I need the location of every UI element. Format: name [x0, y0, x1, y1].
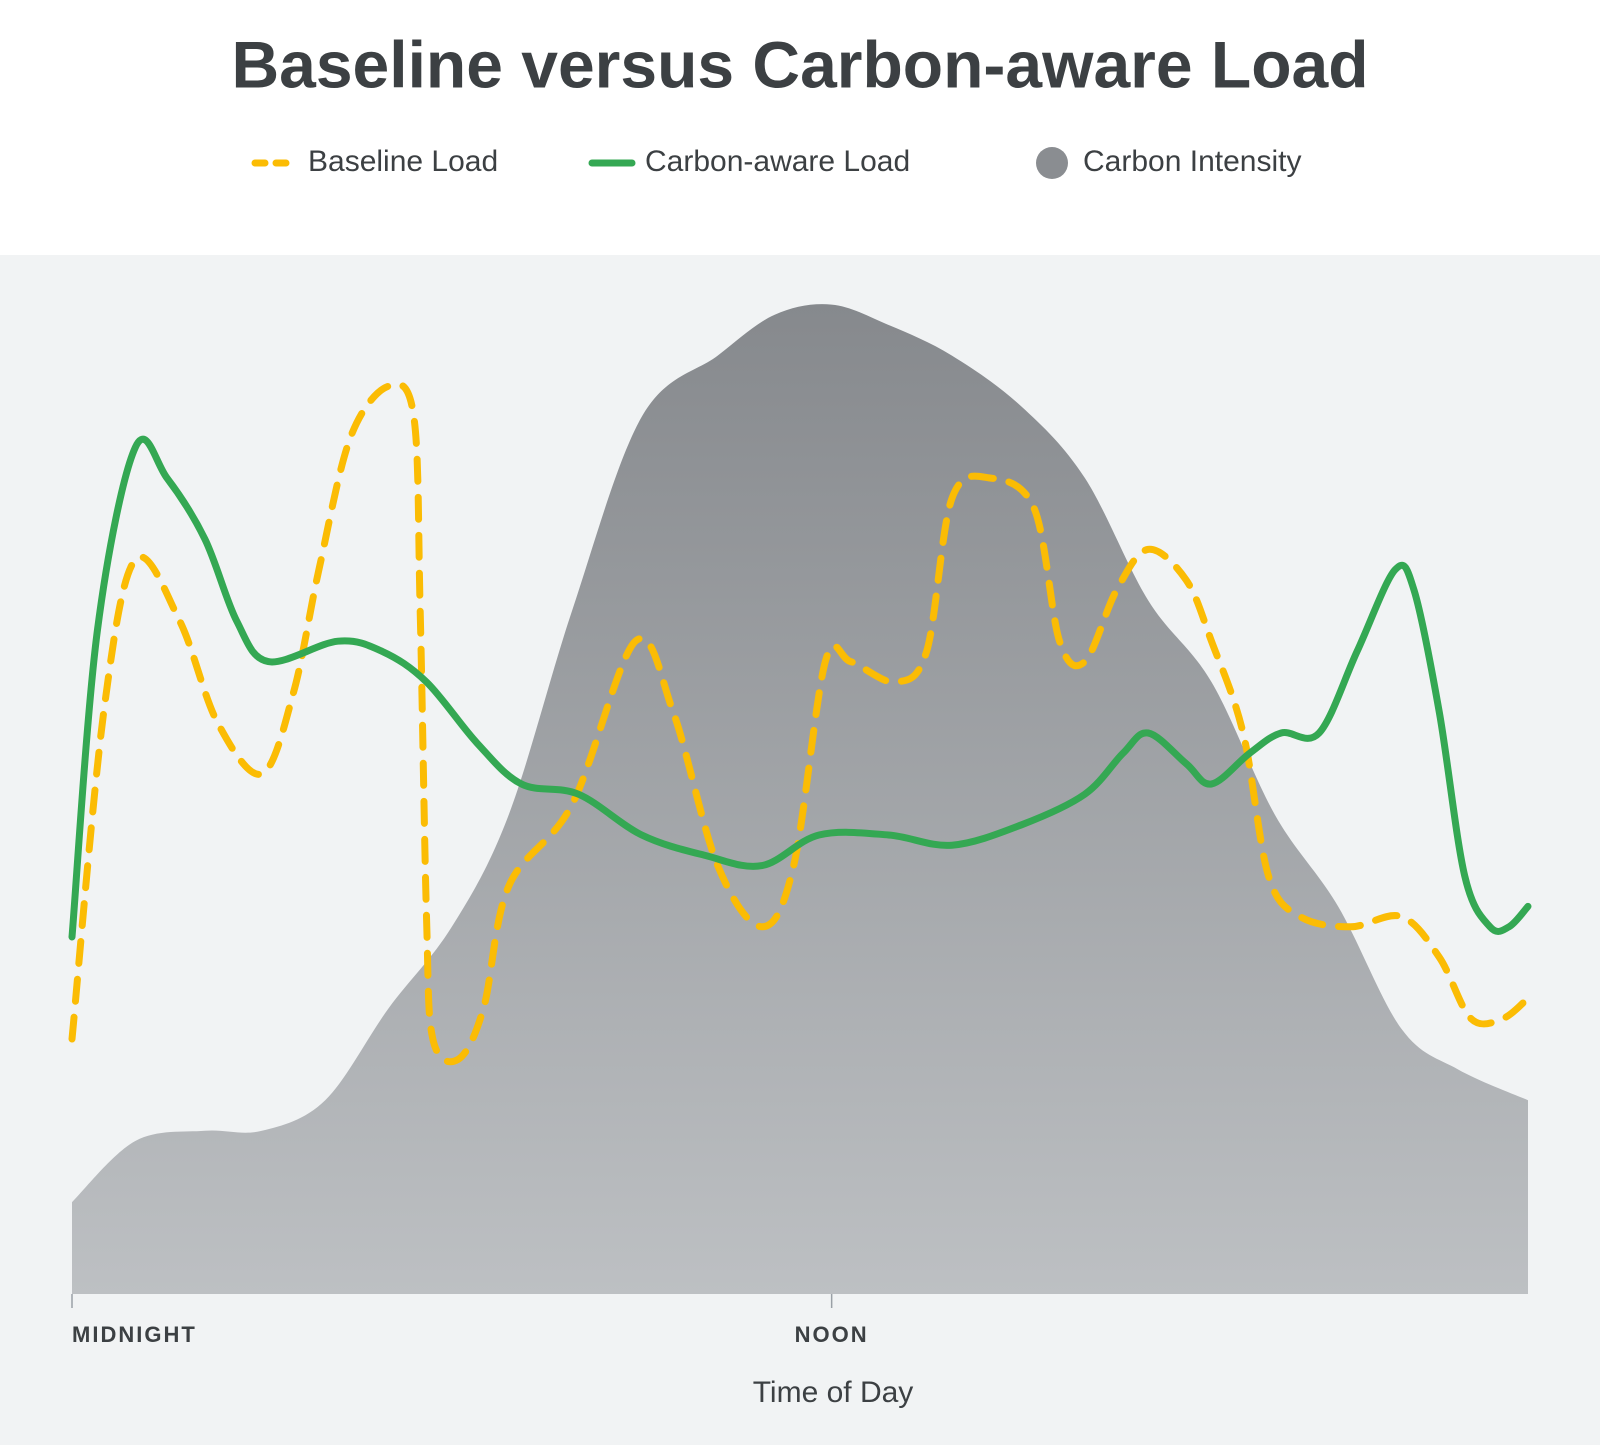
legend-label: Carbon-aware Load	[645, 145, 910, 178]
legend-label: Baseline Load	[308, 145, 498, 178]
legend-swatch	[1036, 147, 1068, 179]
chart-title: Baseline versus Carbon-aware Load	[231, 27, 1368, 101]
legend: Baseline Load Carbon-aware Load Carbon Int…	[251, 145, 1301, 179]
x-axis-title: Time of Day	[753, 1376, 914, 1409]
legend-label: Carbon Intensity	[1083, 145, 1301, 178]
x-tick-label: NOON	[795, 1322, 869, 1347]
x-tick-label: MIDNIGHT	[72, 1322, 197, 1347]
line	[68, 435, 1532, 941]
line	[68, 380, 1532, 1066]
plot-area: MIDNIGHT NOON	[68, 304, 1532, 1347]
